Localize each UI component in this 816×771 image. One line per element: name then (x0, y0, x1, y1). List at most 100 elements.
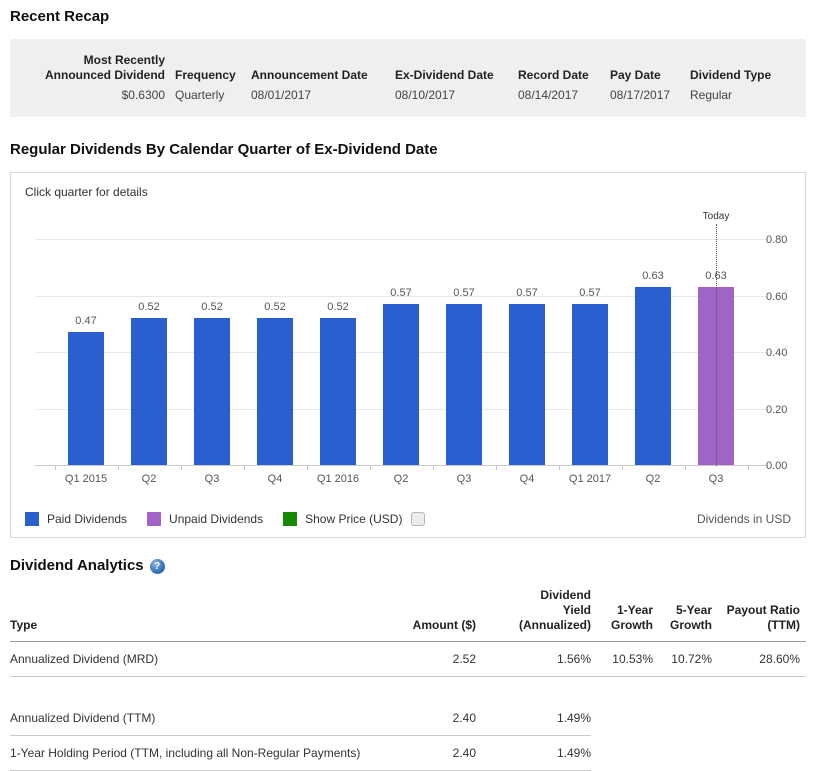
analytics-row-value (591, 701, 653, 736)
axis-tick-mark (684, 466, 686, 470)
analytics-row-value: 10.72% (653, 641, 712, 677)
recap-column-value: 08/17/2017 (610, 88, 671, 102)
x-axis-category-label[interactable]: Q4 (267, 473, 283, 485)
axis-tick-mark (117, 466, 119, 470)
recap-column-5: Record Date 08/14/2017 (518, 53, 600, 103)
x-axis-category-label[interactable]: Q2 (645, 473, 661, 485)
legend-item-unpaid-dividends: Unpaid Dividends (147, 512, 263, 526)
x-axis-category-label[interactable]: Q1 2015 (64, 473, 108, 485)
recap-column-value: $0.6300 (121, 88, 165, 102)
recap-column-label: Frequency (175, 68, 236, 82)
gridline (35, 239, 768, 240)
y-axis-tick-label: 0.20 (766, 403, 788, 416)
analytics-header-row: Type Amount ($) Dividend Yield (Annualized) 1… (10, 588, 806, 642)
recap-column-3: Announcement Date 08/01/2017 (251, 53, 385, 103)
bar-q4[interactable] (257, 318, 293, 465)
gridline (35, 295, 768, 297)
bar-q1-2015[interactable] (68, 332, 104, 465)
analytics-spacer-row (10, 677, 806, 702)
x-axis-category-label[interactable]: Q2 (141, 473, 157, 485)
axis-tick-mark (54, 466, 56, 470)
today-annotation-label: Today (702, 211, 730, 222)
axis-tick-mark (306, 466, 308, 470)
recap-column-4: Ex-Dividend Date 08/10/2017 (395, 53, 508, 103)
analytics-row-value: 1.56% (476, 641, 591, 677)
legend-label: Paid Dividends (47, 512, 128, 526)
dividend-analytics-table: Type Amount ($) Dividend Yield (Annualized) 1… (10, 588, 806, 771)
x-axis-category-label[interactable]: Q1 2017 (568, 473, 612, 485)
bar-value-label: 0.47 (75, 315, 97, 328)
chart-heading: Regular Dividends By Calendar Quarter of… (10, 141, 438, 158)
analytics-row-value: 28.60% (712, 641, 806, 677)
dividends-in-usd-note: Dividends in USD (696, 512, 791, 526)
x-axis-category-label[interactable]: Q1 2016 (316, 473, 360, 485)
axis-tick-mark (747, 466, 749, 470)
dividends-bar-chart: Click quarter for details 0.47 Q1 2015 0.5… (10, 172, 806, 538)
recap-column-value: Regular (690, 88, 733, 102)
bar-value-label: 0.57 (453, 286, 475, 299)
x-axis-category-label[interactable]: Q3 (204, 473, 220, 485)
bar-value-label: 0.52 (138, 301, 160, 314)
x-axis-category-label[interactable]: Q3 (456, 473, 472, 485)
recap-column-value: Quarterly (175, 88, 225, 102)
y-axis-tick-label: 0.40 (766, 347, 788, 359)
show-price-checkbox[interactable] (411, 512, 426, 526)
analytics-row-value: 1.49% (476, 701, 591, 736)
bar-q1-2017[interactable] (572, 303, 608, 465)
recap-column-label: Dividend Type (690, 68, 772, 82)
recap-column-2: Frequency Quarterly (175, 53, 241, 103)
legend-swatch (283, 512, 298, 526)
analytics-row-value (653, 736, 712, 771)
analytics-row-value (712, 701, 806, 736)
bar-q3[interactable] (446, 303, 482, 465)
legend-swatch (25, 512, 39, 526)
bar-value-label: 0.52 (264, 301, 286, 314)
help-icon[interactable]: ? (149, 558, 165, 574)
recap-column-7: Dividend Type Regular (690, 53, 790, 103)
analytics-row: Annualized Dividend (MRD) 2.52 1.56% 10.53%… (10, 641, 806, 677)
analytics-row-type: 1-Year Holding Period (TTM, including al… (10, 735, 382, 771)
analytics-row: Annualized Dividend (TTM) 2.40 1.49% (10, 701, 806, 736)
x-axis-category-label[interactable]: Q3 (708, 473, 724, 485)
axis-tick-mark (558, 466, 560, 470)
bar-q2[interactable] (383, 303, 419, 465)
x-axis-category-label[interactable]: Q4 (519, 473, 535, 485)
analytics-heading-row: Dividend Analytics? (10, 557, 806, 575)
analytics-column-header-4: 1-Year Growth (591, 588, 653, 642)
chart-plot-area: 0.47 Q1 2015 0.52 Q2 0.52 Q3 0.52 Q4 0.52 Q1 2016… (35, 211, 768, 485)
bar-q2[interactable] (131, 318, 167, 465)
recap-column-label: Most Recently Announced Dividend (45, 53, 165, 82)
bar-value-label: 0.63 (642, 270, 664, 283)
recent-recap-table: Most Recently Announced Dividend $0.6300 F… (10, 39, 806, 117)
analytics-row-value: 1.49% (476, 735, 591, 771)
analytics-row-value (591, 736, 653, 771)
axis-tick-mark (180, 466, 182, 470)
legend-item-show-price-usd-: Show Price (USD) (283, 512, 426, 526)
analytics-row: 1-Year Holding Period (TTM, including al… (10, 735, 806, 771)
bar-q4[interactable] (509, 303, 545, 465)
axis-tick-mark (495, 466, 497, 470)
axis-tick-mark (243, 466, 245, 470)
legend-label: Show Price (USD) (305, 512, 403, 526)
analytics-column-header-5: 5-Year Growth (653, 588, 712, 642)
analytics-row-value: 10.53% (591, 641, 653, 677)
analytics-row-value (712, 736, 806, 771)
recap-column-value: 08/14/2017 (518, 88, 579, 102)
analytics-row-type: Annualized Dividend (MRD) (10, 641, 382, 677)
bar-q1-2016[interactable] (320, 318, 356, 465)
analytics-row-value: 2.40 (382, 735, 476, 771)
today-annotation-line (716, 224, 717, 466)
analytics-column-header-6: Payout Ratio (TTM) (712, 588, 806, 642)
bar-q2[interactable] (635, 287, 671, 465)
chart-hint-text: Click quarter for details (25, 185, 148, 199)
x-axis-category-label[interactable]: Q2 (393, 473, 409, 485)
bar-value-label: 0.52 (327, 301, 349, 314)
recap-column-label: Ex-Dividend Date (395, 68, 494, 82)
bar-value-label: 0.52 (201, 301, 223, 314)
bar-value-label: 0.63 (705, 270, 727, 283)
bar-q3[interactable] (194, 318, 230, 465)
bar-value-label: 0.57 (516, 286, 538, 299)
recent-recap-heading: Recent Recap (10, 8, 110, 25)
recap-column-label: Announcement Date (251, 68, 368, 82)
